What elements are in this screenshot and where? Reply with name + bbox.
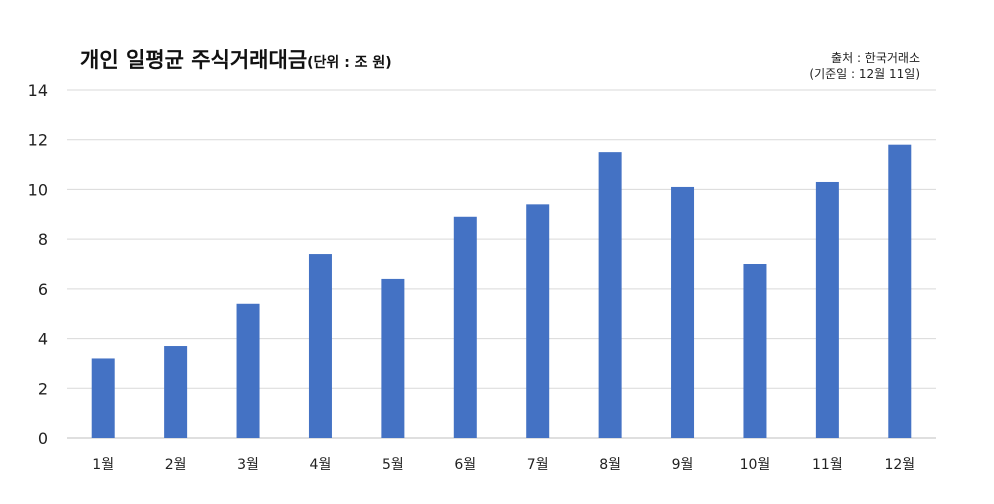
y-tick-label: 10 [28, 180, 48, 199]
y-tick-label: 6 [38, 280, 48, 299]
bar [381, 278, 405, 438]
x-tick-label: 10월 [740, 457, 771, 473]
x-tick-label: 1월 [92, 457, 114, 473]
bar [236, 303, 260, 438]
x-tick-label: 12월 [884, 457, 915, 473]
bar [815, 181, 839, 438]
x-tick-label: 5월 [382, 457, 404, 473]
y-tick-label: 8 [38, 230, 48, 249]
x-tick-label: 2월 [165, 457, 187, 473]
bar [671, 186, 695, 438]
bar [526, 204, 550, 438]
bar [453, 216, 477, 438]
x-tick-label: 3월 [237, 457, 259, 473]
reference-date-text: (기준일 : 12월 11일) [809, 67, 920, 81]
bar [743, 264, 767, 438]
source-note: 출처 : 한국거래소 (기준일 : 12월 11일) [809, 50, 920, 82]
unit-label: (단위 : 조 원) [307, 55, 392, 71]
y-tick-label: 12 [28, 131, 48, 150]
bar [164, 346, 188, 438]
bar [308, 254, 332, 438]
y-tick-label: 14 [28, 81, 48, 100]
bar [888, 144, 912, 438]
x-tick-label: 6월 [454, 457, 476, 473]
bar [91, 358, 115, 438]
source-text: 출처 : 한국거래소 [831, 51, 920, 65]
x-tick-label: 8월 [599, 457, 621, 473]
y-tick-label: 2 [38, 379, 48, 398]
chart-title-text: 개인 일평균 주식거래대금 [80, 48, 308, 72]
x-tick-label: 11월 [812, 457, 843, 473]
x-tick-label: 9월 [672, 457, 694, 473]
x-tick-label: 7월 [527, 457, 549, 473]
y-tick-label: 4 [38, 330, 48, 349]
chart-title: 개인 일평균 주식거래대금(단위 : 조 원) [80, 44, 392, 74]
x-tick-label: 4월 [310, 457, 332, 473]
bar [598, 152, 622, 438]
y-tick-label: 0 [38, 429, 48, 448]
